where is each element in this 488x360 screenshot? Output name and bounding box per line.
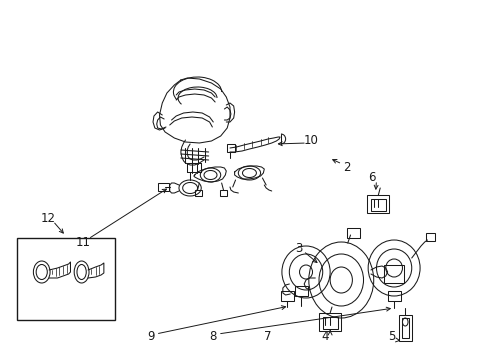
Bar: [281, 291, 293, 301]
Bar: [322, 317, 337, 329]
Text: 6: 6: [367, 171, 375, 184]
Bar: [468, 272, 480, 282]
Bar: [383, 265, 404, 283]
Bar: [398, 315, 411, 341]
Text: 12: 12: [41, 212, 56, 225]
Text: 2: 2: [343, 161, 350, 174]
Bar: [425, 233, 434, 241]
Bar: [17, 238, 115, 320]
Bar: [401, 318, 408, 338]
Text: 9: 9: [147, 330, 155, 343]
Bar: [366, 195, 388, 213]
Bar: [318, 313, 341, 331]
Text: 3: 3: [294, 242, 302, 255]
Text: 11: 11: [76, 235, 91, 248]
Bar: [294, 286, 307, 296]
Text: 4: 4: [321, 330, 328, 343]
Bar: [466, 285, 482, 297]
Text: 1: 1: [487, 8, 488, 21]
Bar: [194, 190, 202, 196]
Text: 10: 10: [304, 134, 318, 147]
Bar: [219, 190, 227, 196]
Text: 7: 7: [264, 330, 271, 343]
Bar: [387, 291, 400, 301]
Text: 8: 8: [209, 330, 217, 343]
Bar: [346, 228, 359, 238]
Bar: [370, 199, 385, 211]
Bar: [157, 183, 168, 191]
Bar: [227, 144, 234, 152]
Text: 5: 5: [387, 330, 394, 343]
